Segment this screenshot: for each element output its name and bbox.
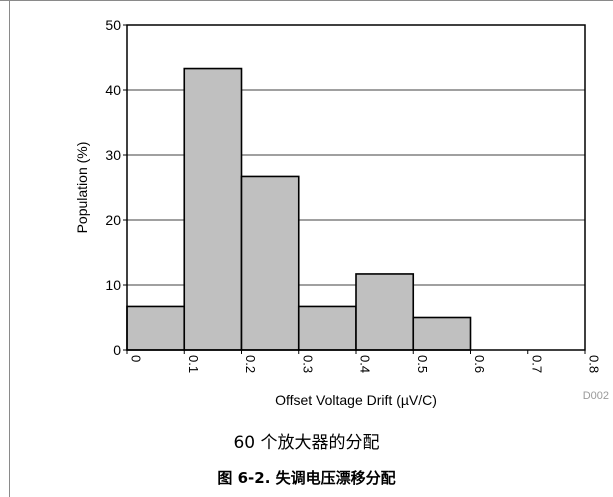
x-tick-label-3: 0.3 — [300, 355, 315, 373]
x-tick-label-8: 0.8 — [587, 355, 602, 373]
bars — [126, 67, 472, 351]
y-tick-label-2: 20 — [105, 212, 121, 228]
y-tick-label-1: 10 — [105, 277, 121, 293]
bar-3 — [297, 305, 357, 351]
bar-0 — [126, 305, 186, 351]
x-tick-label-5: 0.5 — [415, 355, 430, 373]
y-tick-label-4: 40 — [105, 82, 121, 98]
histogram-chart: 0 10 20 30 40 50 0 0.1 0.2 0.3 0.4 0.5 0.6 0.7 0.8 Pop… — [74, 17, 609, 408]
x-tick-label-7: 0.7 — [529, 355, 544, 373]
y-tick-label-0: 0 — [113, 342, 121, 358]
y-tick-label-3: 30 — [105, 147, 121, 163]
y-axis-label: Population (%) — [74, 142, 90, 234]
y-tick-label-5: 50 — [105, 17, 121, 33]
frame-top-border — [0, 0, 613, 1]
x-tick-label-1: 0.1 — [186, 355, 201, 373]
x-tick-label-4: 0.4 — [358, 355, 373, 373]
frame-left-border — [9, 0, 10, 497]
bar-2 — [240, 175, 300, 351]
x-tick-label-0: 0 — [129, 355, 144, 362]
x-tick-label-2: 0.2 — [243, 355, 258, 373]
bar-5 — [412, 316, 472, 351]
bar-4 — [355, 273, 415, 351]
x-axis-label: Offset Voltage Drift (µV/C) — [275, 392, 437, 408]
sub-caption: 60 个放大器的分配 — [233, 433, 380, 453]
watermark-code: D002 — [583, 390, 609, 402]
figure-caption: 图 6-2. 失调电压漂移分配 — [217, 469, 396, 487]
bar-1 — [183, 67, 243, 351]
x-tick-label-6: 0.6 — [472, 355, 487, 373]
axis-ticks: 0 10 20 30 40 50 0 0.1 0.2 0.3 0.4 0.5 0.6 0.7 0.8 — [105, 17, 601, 373]
